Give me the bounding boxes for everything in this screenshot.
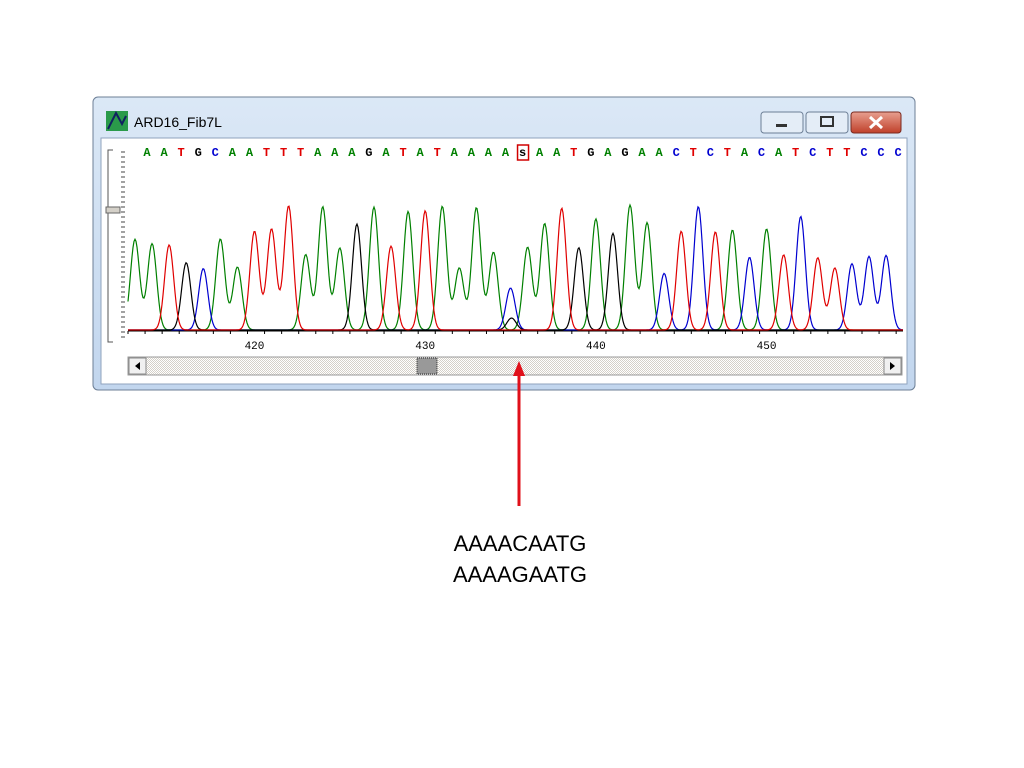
base-call: A bbox=[451, 146, 459, 160]
base-call: T bbox=[297, 146, 304, 160]
base-call: A bbox=[348, 146, 356, 160]
base-call: G bbox=[621, 146, 628, 160]
ruler: 420 430 440 450 bbox=[127, 331, 897, 353]
base-call: T bbox=[843, 146, 850, 160]
chromatogram bbox=[127, 203, 904, 331]
client-area bbox=[100, 137, 908, 385]
base-call: s bbox=[519, 146, 526, 160]
base-call: A bbox=[468, 146, 476, 160]
scroll-left-button[interactable] bbox=[128, 357, 147, 375]
base-call: T bbox=[399, 146, 406, 160]
base-call: T bbox=[263, 146, 270, 160]
base-call: A bbox=[655, 146, 663, 160]
ruler-label: 450 bbox=[757, 341, 777, 353]
base-call: T bbox=[792, 146, 799, 160]
base-call: T bbox=[690, 146, 697, 160]
base-call: A bbox=[638, 146, 646, 160]
base-call: A bbox=[417, 146, 425, 160]
base-call: C bbox=[212, 146, 219, 160]
base-call: A bbox=[382, 146, 390, 160]
base-call: C bbox=[758, 146, 765, 160]
base-call: C bbox=[877, 146, 884, 160]
ruler-label: 430 bbox=[415, 341, 435, 353]
base-call: A bbox=[536, 146, 544, 160]
maximize-button[interactable] bbox=[805, 111, 849, 134]
close-button[interactable] bbox=[850, 111, 902, 134]
slider-ticks bbox=[121, 151, 125, 338]
base-call: A bbox=[502, 146, 510, 160]
base-call: A bbox=[331, 146, 339, 160]
base-call: A bbox=[160, 146, 168, 160]
base-call: C bbox=[707, 146, 714, 160]
caption-line: AAAAGAATG bbox=[453, 562, 587, 587]
red-arrow bbox=[513, 361, 525, 506]
base-call: A bbox=[775, 146, 783, 160]
base-call: T bbox=[826, 146, 833, 160]
base-call: T bbox=[724, 146, 731, 160]
base-call: G bbox=[195, 146, 202, 160]
base-call: A bbox=[741, 146, 749, 160]
window-title: ARD16_Fib7L bbox=[134, 114, 222, 130]
base-call: C bbox=[894, 146, 901, 160]
scroll-thumb[interactable] bbox=[416, 357, 438, 375]
base-call: A bbox=[485, 146, 493, 160]
base-call: G bbox=[365, 146, 372, 160]
base-call: T bbox=[280, 146, 287, 160]
base-call: A bbox=[314, 146, 322, 160]
vertical-zoom-slider[interactable] bbox=[105, 149, 121, 343]
scroll-right-button[interactable] bbox=[883, 357, 902, 375]
base-call: A bbox=[246, 146, 254, 160]
app-icon bbox=[106, 110, 128, 131]
base-call: T bbox=[570, 146, 577, 160]
trace-g bbox=[128, 222, 903, 331]
base-call: T bbox=[434, 146, 441, 160]
minimize-button[interactable] bbox=[760, 111, 804, 134]
base-call: C bbox=[860, 146, 867, 160]
ambiguous-marker bbox=[516, 144, 530, 161]
base-call: A bbox=[229, 146, 237, 160]
base-call: G bbox=[587, 146, 594, 160]
caption-line: AAAACAATG bbox=[454, 531, 587, 556]
trace-t bbox=[128, 205, 903, 331]
ruler-label: 440 bbox=[586, 341, 606, 353]
base-call: A bbox=[553, 146, 561, 160]
base-call: A bbox=[604, 146, 612, 160]
base-call: A bbox=[143, 146, 151, 160]
base-call: T bbox=[178, 146, 185, 160]
ruler-label: 420 bbox=[245, 341, 265, 353]
base-call: C bbox=[809, 146, 816, 160]
base-call: C bbox=[673, 146, 680, 160]
